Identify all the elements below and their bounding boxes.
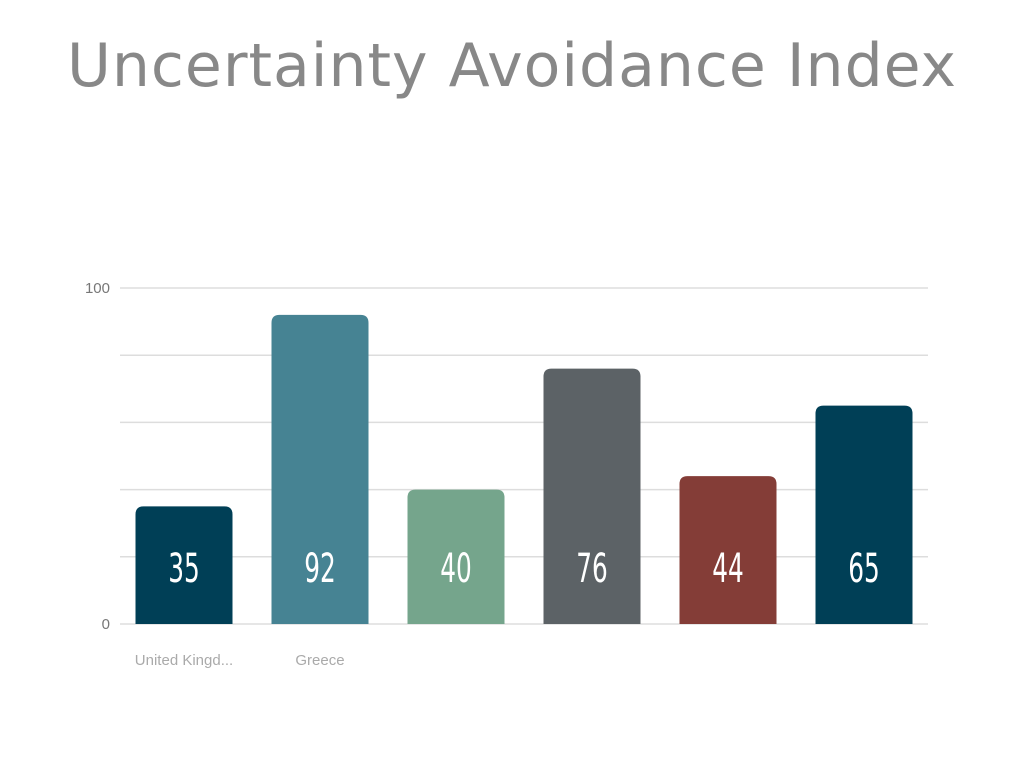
bar-value-label: 76: [576, 545, 608, 592]
bar: [135, 506, 233, 624]
gridlines: [120, 287, 928, 625]
bar: [543, 368, 641, 624]
bar-value-label: 44: [712, 545, 744, 592]
chart-title: Uncertainty Avoidance Index: [66, 31, 958, 101]
bar-value-label: 35: [168, 545, 200, 592]
y-tick-label: 100: [85, 280, 110, 297]
category-labels: United Kingd... Greece: [135, 652, 345, 669]
y-axis-ticks: 0 100: [85, 280, 110, 633]
bar-value-label: 40: [440, 545, 472, 592]
bar-value-label: 65: [848, 545, 880, 592]
category-label: United Kingd...: [135, 652, 233, 669]
bar: [815, 405, 913, 624]
category-label: Greece: [295, 652, 344, 669]
bar: [679, 476, 777, 624]
y-tick-label: 0: [102, 616, 110, 633]
bar: [407, 489, 505, 624]
value-labels: 35 92 40 76 44 65: [168, 545, 880, 592]
bar-value-label: 92: [304, 545, 336, 592]
bar: [271, 314, 369, 624]
bars: [135, 314, 913, 624]
